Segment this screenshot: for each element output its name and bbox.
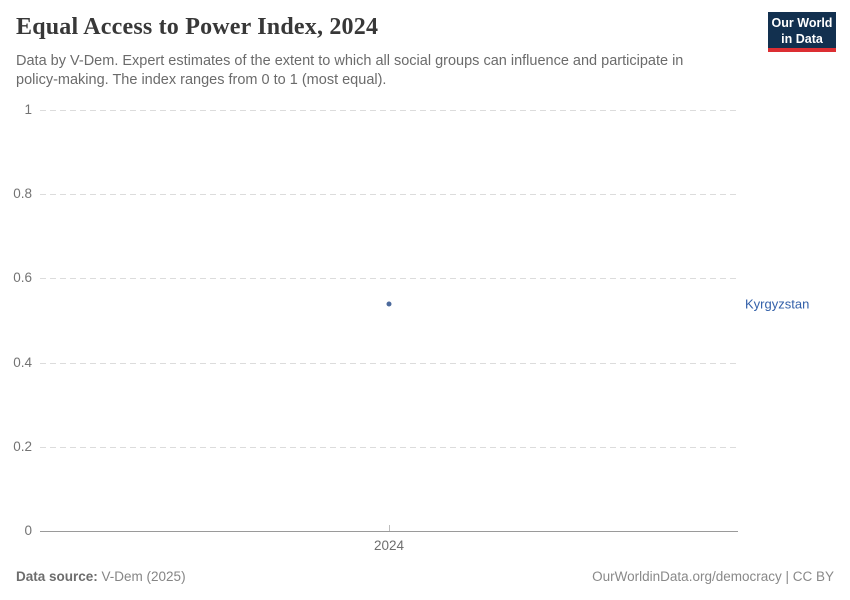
gridline: 1 (24, 102, 738, 117)
y-tick-label: 0.4 (13, 354, 32, 370)
y-tick-label: 1 (24, 102, 32, 117)
chart-subtitle: Data by V-Dem. Expert estimates of the e… (16, 53, 684, 88)
owid-logo[interactable]: Our World in Data (768, 12, 836, 52)
gridline: 0.8 (13, 186, 738, 201)
y-tick-label: 0.6 (13, 270, 32, 286)
y-tick-label: 0.8 (13, 186, 32, 202)
page-title: Equal Access to Power Index, 2024 (16, 14, 379, 40)
x-tick-label: 2024 (373, 538, 405, 553)
gridline: 0.4 (13, 355, 738, 370)
owid-logo-line2: in Data (781, 32, 823, 46)
data-point-kyrgyzstan[interactable] (386, 301, 392, 307)
gridline: 0.6 (13, 270, 738, 285)
owid-logo-line1: Our World (771, 16, 833, 30)
x-tick-mark (389, 525, 390, 531)
x-axis-line: 0 (24, 523, 738, 538)
y-tick-label: 0 (24, 523, 32, 538)
data-source-label: Data source: (16, 569, 98, 584)
plot-area: 2024 Kyrgyzstan 0 0.2 0.4 0.6 0.8 1 (13, 102, 809, 553)
y-tick-label: 0.2 (13, 438, 32, 454)
entity-label-kyrgyzstan[interactable]: Kyrgyzstan (745, 296, 810, 312)
attribution-link[interactable]: OurWorldinData.org/democracy | CC BY (592, 569, 834, 584)
gridline: 0.2 (13, 439, 738, 454)
chart-footer: Data source: V-Dem (2025) OurWorldinData… (16, 569, 834, 584)
data-source-value: V-Dem (2025) (97, 569, 186, 584)
data-source-note: Data source: V-Dem (2025) (16, 569, 186, 584)
